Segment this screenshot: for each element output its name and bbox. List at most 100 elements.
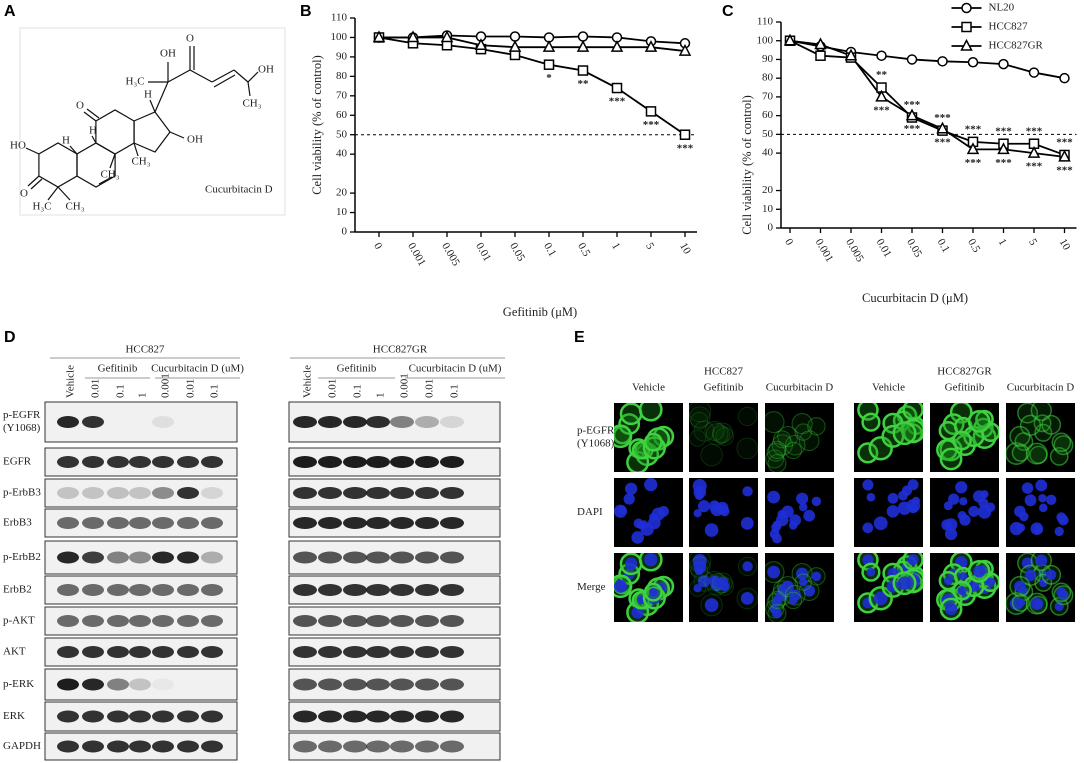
blot-band [107,615,129,627]
y-tick-label: 90 [336,50,348,62]
egfr-signal [766,442,786,462]
blot-band [177,615,199,627]
blot-band [107,740,129,753]
blot-band [129,551,151,564]
blot-band [343,551,367,564]
micrograph [930,553,999,622]
blot-band [318,646,342,658]
y-tick-label: 40 [762,147,774,159]
nucleus [697,575,711,588]
blot-band [440,678,464,691]
significance-label: *** [934,136,951,148]
point [542,40,556,52]
nucleus [697,500,711,513]
x-tick-label: 0.01 [473,241,493,264]
y-tick-label: 90 [762,53,774,65]
egfr-signal [767,454,787,472]
x-tick-label: 0.5 [965,237,983,255]
egfr-signal [614,424,633,449]
significance-label: ** [876,69,888,81]
blot-band [366,584,390,596]
nucleus [716,576,729,589]
nucleus [803,584,816,597]
bond [211,69,235,83]
blot-band [152,416,174,428]
blot-band [177,517,199,529]
blot-band [390,487,414,499]
egfr-signal [902,403,923,421]
nucleus [704,523,719,537]
significance-label: *** [995,125,1012,137]
nucleus [623,493,635,505]
lane-label: 0.01 [327,379,339,398]
image-cell-line: HCC827GR [937,366,992,378]
atom-label: O [76,100,84,112]
y-tick-label: 80 [762,72,774,84]
micrograph [765,403,834,472]
nucleus [1035,479,1048,492]
micrograph [765,478,834,547]
nucleus [796,567,809,580]
x-tick-label: 1 [996,237,1009,248]
blot-band [440,646,464,658]
blot-band [152,740,174,753]
point [937,56,948,67]
legend-label: HCC827 [989,21,1029,33]
nucleus [644,553,658,567]
blot-band [129,487,151,499]
blot-band [293,678,317,691]
blot-band [82,551,104,564]
egfr-signal [892,421,917,446]
image-row-label: (Y1068) [577,438,615,450]
blot-band [107,551,129,564]
egfr-signal [715,427,734,446]
nucleus [866,567,876,577]
nucleus [631,531,645,544]
egfr-signal [1011,443,1030,462]
significance-label: *** [1026,125,1043,137]
y-tick-label: 80 [336,70,348,82]
nucleus [693,584,702,593]
blot-band [82,416,104,428]
point [372,30,386,43]
y-tick-label: 60 [336,109,348,121]
blot-band [390,456,414,468]
nucleus [1038,494,1047,503]
image-column-label: Cucurbitacin D [766,382,834,394]
egfr-signal [857,403,879,421]
point [1028,67,1040,78]
x-tick-label: 0.05 [904,237,924,260]
y-tick-label: 0 [768,222,774,234]
significance-label: *** [873,104,890,116]
atom-label: HO [10,140,26,152]
nucleus [866,492,876,502]
lane-label: 0.1 [209,384,221,398]
nucleus [772,595,782,605]
blot-band [293,456,317,468]
panel-letter: C [722,3,734,20]
ring [38,142,78,188]
micrograph-content [689,553,758,617]
blot-band [201,551,223,564]
point [966,142,980,155]
point [815,50,826,61]
bond [109,153,116,169]
nucleus [799,577,808,587]
nucleus [772,533,782,544]
blot-group-label: Cucurbitacin D (uM) [151,363,244,375]
blot-band [440,584,464,596]
nucleus [799,502,808,512]
structure-frame [19,27,286,216]
atom-label: H [144,89,152,101]
micrograph-content [765,411,826,472]
point [814,37,827,50]
point [967,57,979,68]
nucleus [957,511,967,521]
image-column-label: Vehicle [872,382,905,394]
image-row-label: p-EGFR [577,425,615,437]
bond [154,81,169,113]
blot-band [152,517,174,529]
nucleus [1039,503,1048,513]
point [876,50,887,61]
